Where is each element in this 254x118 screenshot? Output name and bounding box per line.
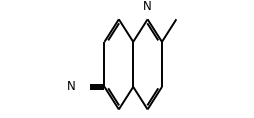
Text: N: N (143, 0, 152, 13)
Text: N: N (67, 80, 76, 93)
